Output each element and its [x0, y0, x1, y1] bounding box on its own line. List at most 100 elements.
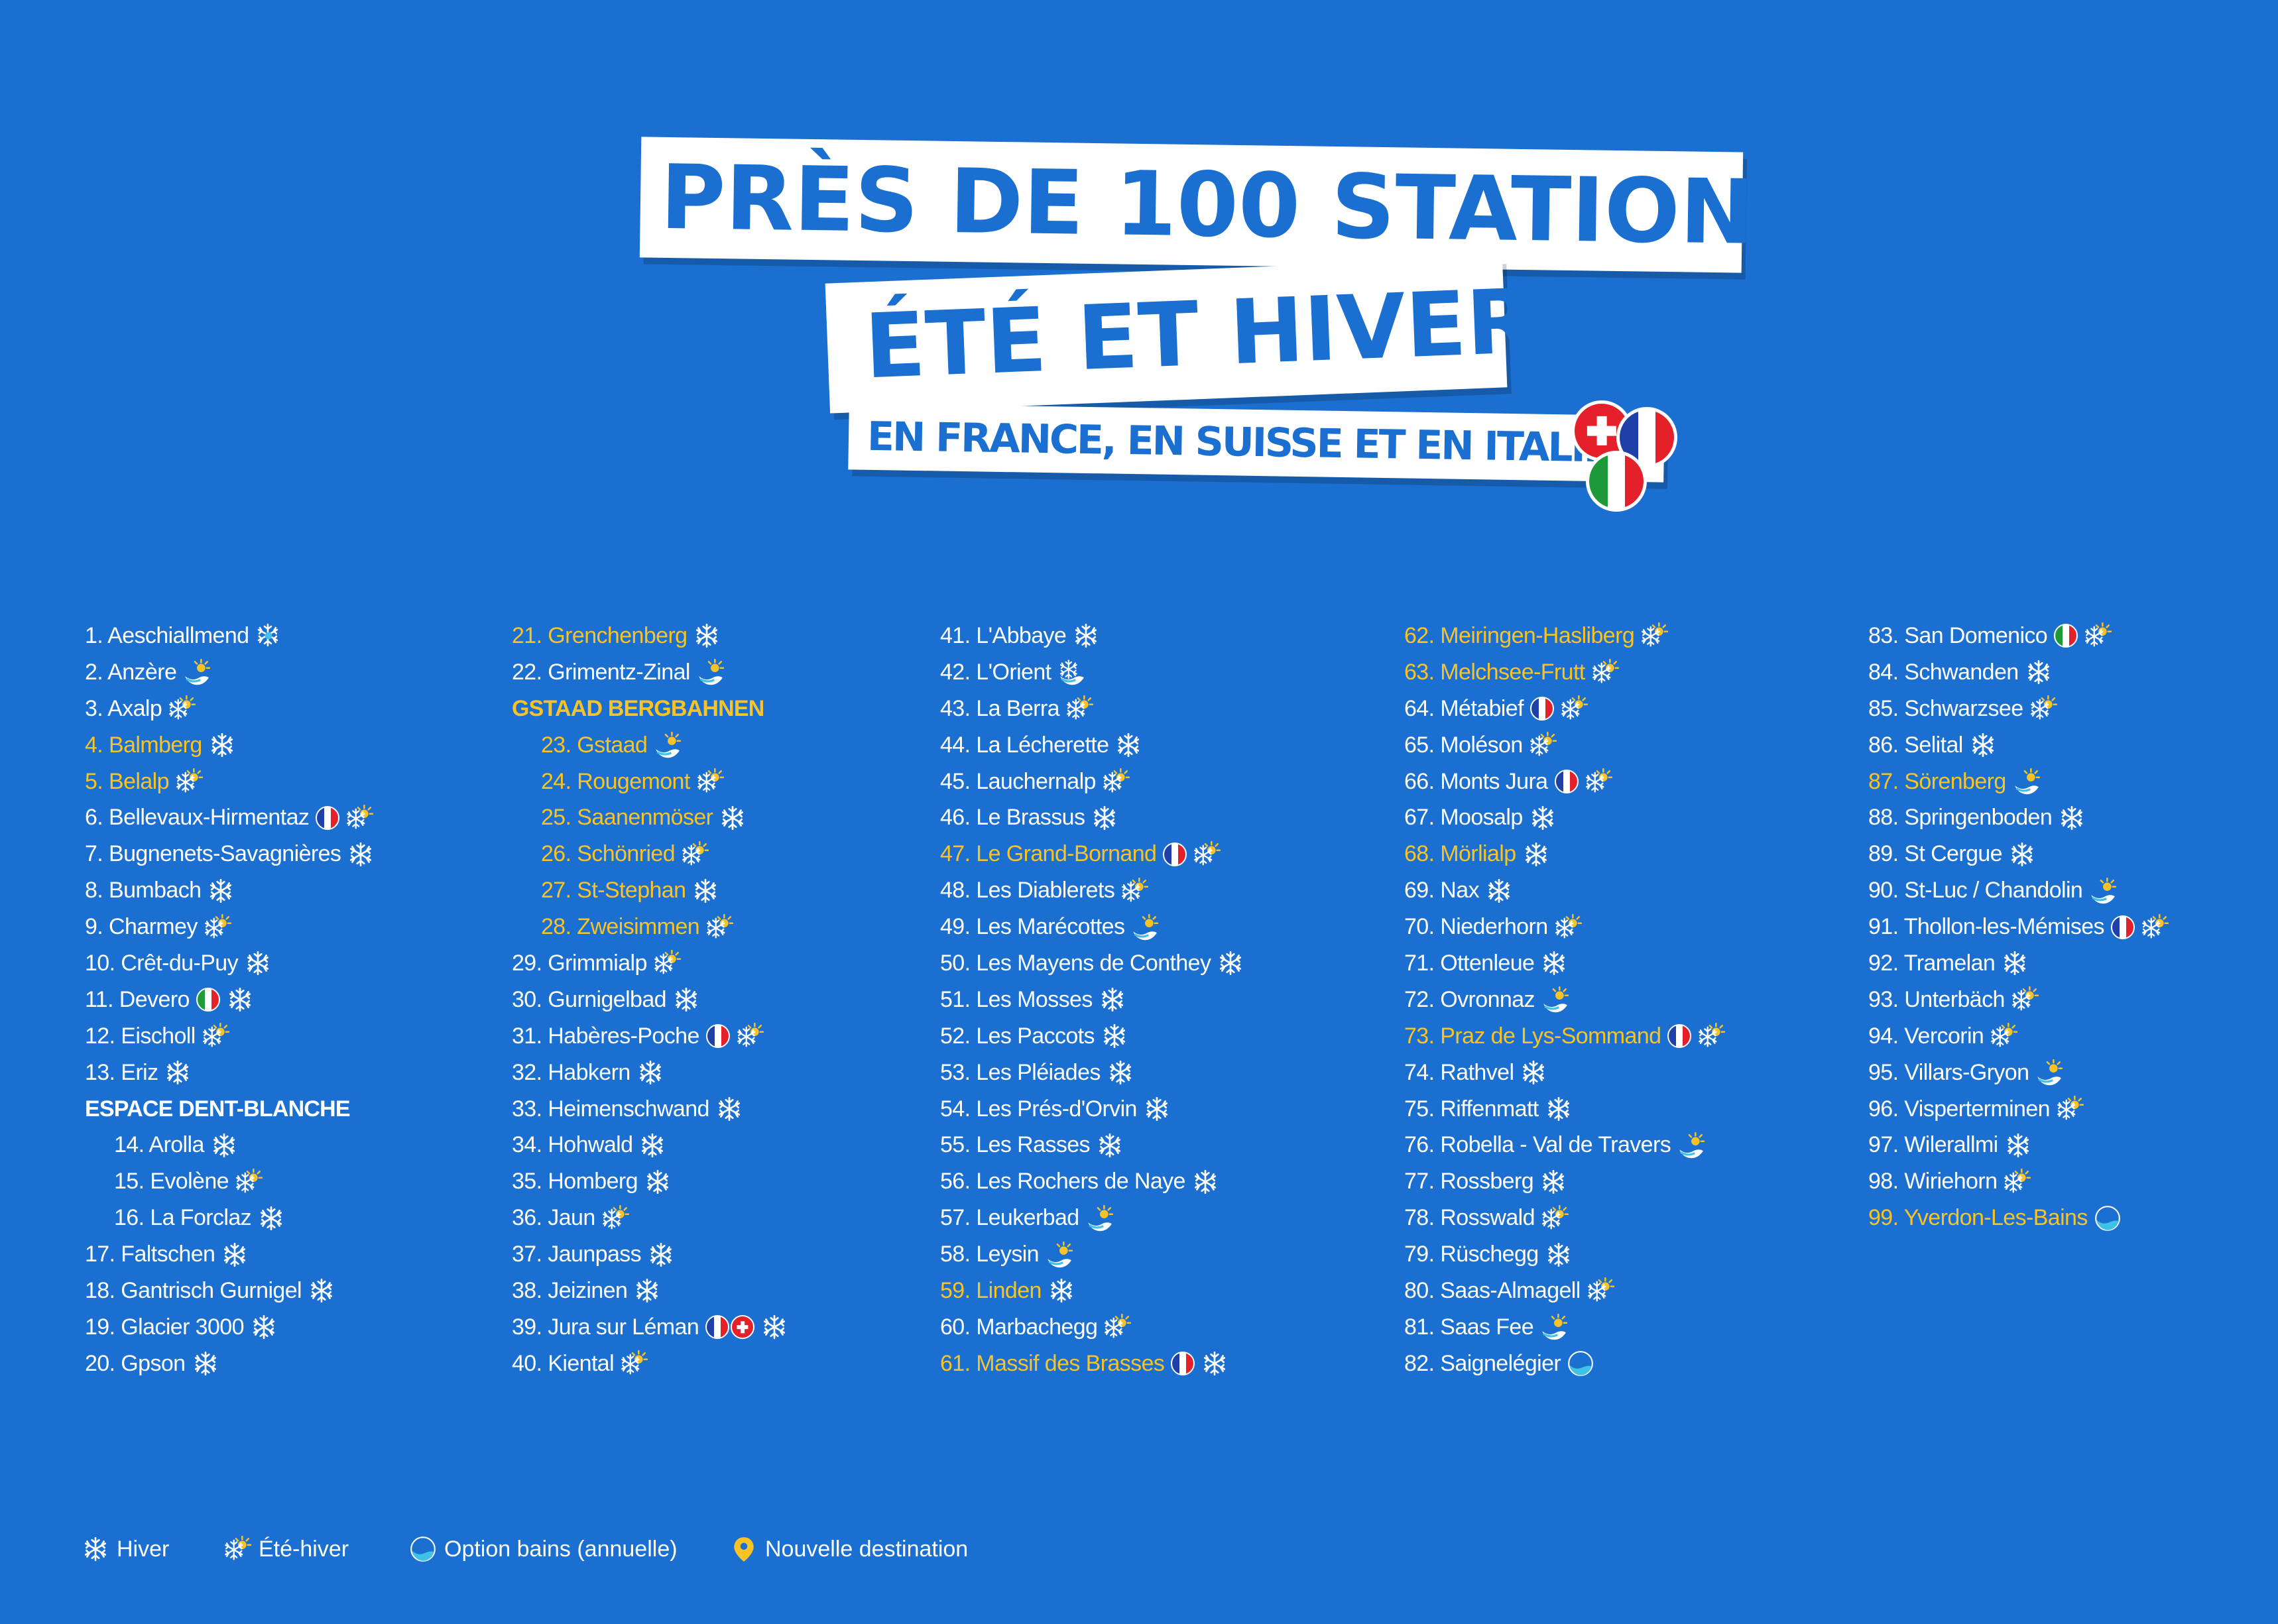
- sun-snow-icon: [1586, 1276, 1615, 1305]
- station-item: 35. Homberg: [512, 1163, 936, 1200]
- station-column-2: 21. Grenchenberg 22. Grimentz-Zinal GSTAAD…: [512, 618, 936, 1382]
- station-label: 25. Saanenmöser: [541, 805, 713, 831]
- station-item: 71. Ottenleue: [1404, 945, 1828, 982]
- station-item: 22. Grimentz-Zinal: [512, 654, 936, 691]
- station-label: 48. Les Diablerets: [940, 878, 1115, 903]
- station-label: 97. Wilerallmi: [1868, 1132, 1998, 1158]
- station-item: 16. La Forclaz: [85, 1200, 509, 1236]
- snowflake-icon: [243, 949, 272, 978]
- station-item: 1. Aeschiallmend: [85, 618, 509, 654]
- station-label: 2. Anzère: [85, 659, 177, 685]
- france-flag-icon: [1667, 1024, 1692, 1049]
- bath-icon: [408, 1535, 438, 1564]
- station-item: 50. Les Mayens de Conthey: [940, 945, 1364, 982]
- snowflake-icon: [257, 1204, 286, 1233]
- station-label: 7. Bugnenets-Savagnières: [85, 841, 341, 867]
- station-item: 56. Les Rochers de Naye: [940, 1163, 1364, 1200]
- italy-flag-icon: [196, 988, 220, 1012]
- station-label: 95. Villars-Gryon: [1868, 1059, 2029, 1085]
- snowflake-icon: [1098, 985, 1127, 1014]
- station-label: 66. Monts Jura: [1404, 768, 1548, 794]
- snowflake-icon: [225, 985, 255, 1014]
- snowflake-icon: [1090, 803, 1119, 833]
- sun-snow-icon: [167, 694, 196, 723]
- station-item: 26. Schönried: [512, 836, 936, 872]
- legend-label: Nouvelle destination: [765, 1536, 969, 1562]
- station-label: 53. Les Pléiades: [940, 1059, 1101, 1085]
- station-label: 81. Saas Fee: [1404, 1314, 1534, 1340]
- station-item: 38. Jeizinen: [512, 1273, 936, 1309]
- station-label: 98. Wiriehorn: [1868, 1169, 1998, 1194]
- france-flag-icon: [316, 805, 340, 830]
- station-item: 31. Habères-Poche: [512, 1018, 936, 1055]
- snowflake-icon: [1106, 1058, 1135, 1087]
- station-item: 10. Crêt-du-Puy: [85, 945, 509, 982]
- snowflake-icon: [1191, 1167, 1220, 1196]
- station-label: 20. Gpson: [85, 1350, 186, 1376]
- sun-snow-icon: [223, 1535, 252, 1564]
- station-label: 31. Habères-Poche: [512, 1023, 699, 1049]
- switzerland-flag-icon: [731, 1315, 755, 1340]
- sun-snow-icon: [1989, 1021, 2018, 1051]
- station-item: 36. Jaun: [512, 1200, 936, 1236]
- sun-snow-icon: [234, 1167, 263, 1196]
- station-item: 87. Sörenberg: [1868, 764, 2278, 800]
- sun-snow-icon: [705, 913, 734, 942]
- station-item: 29. Grimmialp: [512, 945, 936, 982]
- sun-snow-icon: [1584, 767, 1613, 796]
- station-label: 33. Heimenschwand: [512, 1096, 709, 1122]
- station-label: 45. Lauchernalp: [940, 768, 1096, 794]
- italy-flag-icon: [2054, 624, 2078, 648]
- sun-snow-icon: [1640, 621, 1669, 650]
- station-label: 32. Habkern: [512, 1059, 630, 1085]
- snowflake-icon: [1539, 1167, 1568, 1196]
- snowflake-icon: [1519, 1058, 1548, 1087]
- snowflake-icon: [760, 1312, 789, 1342]
- station-label: 40. Kiental: [512, 1350, 615, 1376]
- snowflake-icon: [191, 1349, 220, 1378]
- title-line-2: ÉTÉ ET HIVER: [825, 257, 1537, 414]
- sun-snow-icon: [345, 803, 374, 833]
- station-label: 86. Selital: [1868, 732, 1963, 758]
- station-label: 42. L'Orient: [940, 659, 1051, 685]
- station-label: 43. La Berra: [940, 695, 1060, 721]
- station-label: 24. Rougemont: [541, 768, 690, 794]
- snowflake-icon: [346, 840, 375, 869]
- station-item: 28. Zweisimmen: [512, 909, 936, 945]
- snowflake-icon: [1114, 730, 1143, 760]
- station-label: 50. Les Mayens de Conthey: [940, 951, 1211, 976]
- bath-icon: [1566, 1349, 1595, 1378]
- snowflake-icon: [1544, 1240, 1573, 1269]
- station-item: 6. Bellevaux-Hirmentaz: [85, 799, 509, 836]
- station-item: 47. Le Grand-Bornand: [940, 836, 1364, 872]
- station-item: 18. Gantrisch Gurnigel: [85, 1273, 509, 1309]
- station-label: 16. La Forclaz: [114, 1205, 252, 1231]
- station-item: 75. Riffenmatt: [1404, 1091, 1828, 1128]
- sun-snow-icon: [1101, 767, 1130, 796]
- france-flag-icon: [1171, 1352, 1195, 1376]
- station-label: 23. Gstaad: [541, 732, 648, 758]
- station-item: 60. Marbachegg: [940, 1309, 1364, 1346]
- station-column-4: 62. Meiringen-Hasliberg 63. Melchsee-Frut…: [1404, 618, 1828, 1382]
- snowflake-icon: [715, 1094, 744, 1124]
- station-item: 73. Praz de Lys-Sommand: [1404, 1018, 1828, 1055]
- station-item: 20. Gpson: [85, 1346, 509, 1382]
- station-column-5: 83. San Domenico 84. Schwanden 85. Schwarz…: [1868, 618, 2278, 1236]
- bath-sun-icon: [695, 658, 725, 687]
- snowflake-icon: [1100, 1021, 1129, 1051]
- station-label: 5. Belalp: [85, 768, 170, 794]
- station-label: 30. Gurnigelbad: [512, 986, 667, 1012]
- bath-sun-icon: [1130, 913, 1159, 942]
- bath-sun-icon: [1539, 1312, 1568, 1342]
- bath-sun-icon: [1044, 1240, 1073, 1269]
- station-label: 62. Meiringen-Hasliberg: [1404, 623, 1635, 648]
- station-item: 72. Ovronnaz: [1404, 982, 1828, 1018]
- station-label: 22. Grimentz-Zinal: [512, 659, 690, 685]
- sun-snow-icon: [2055, 1094, 2084, 1124]
- bath-sun-icon: [652, 730, 682, 760]
- station-item: 23. Gstaad: [512, 727, 936, 764]
- station-item: 95. Villars-Gryon: [1868, 1055, 2278, 1091]
- station-label: 80. Saas-Almagell: [1404, 1278, 1581, 1304]
- station-item: 64. Métabief: [1404, 691, 1828, 727]
- station-label: 47. Le Grand-Bornand: [940, 841, 1157, 867]
